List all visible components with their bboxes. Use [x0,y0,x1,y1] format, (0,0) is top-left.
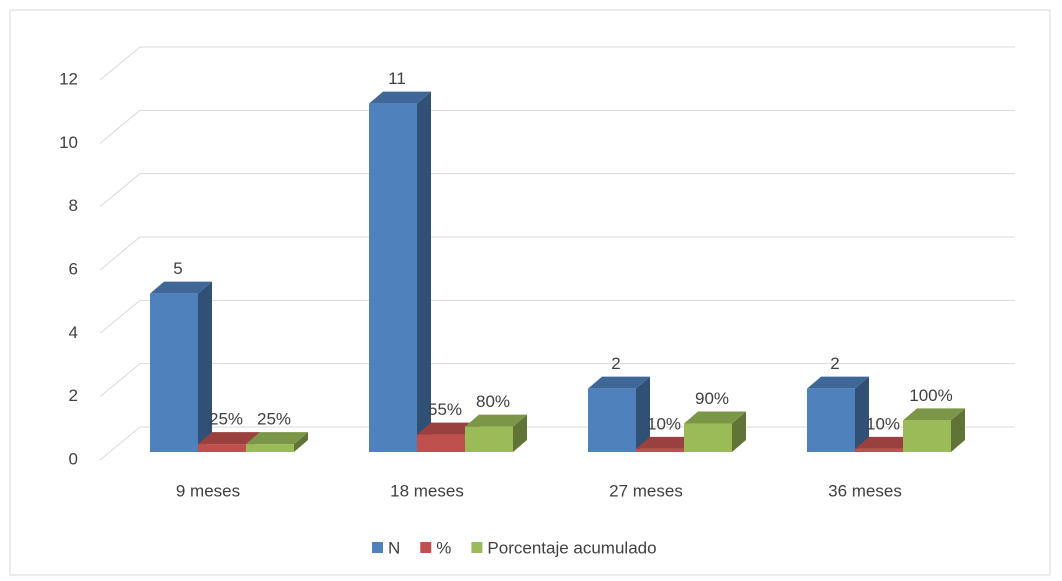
bar-top [246,432,308,445]
bar-side [636,376,650,452]
grid-line [99,173,1015,208]
bar-side [855,376,869,452]
y-tick-label: 0 [69,449,78,468]
bar-top [198,432,260,445]
bar-side [294,432,308,452]
bar-side [513,414,527,452]
bar [150,293,198,452]
y-tick-label: 8 [69,196,78,215]
bar-side [951,408,965,452]
bar-side [198,281,212,452]
bar-top [684,411,746,424]
grid-line [99,109,1015,144]
data-label: 90% [695,389,729,408]
legend-label: Porcentaje acumulado [487,538,656,557]
bar [855,448,903,452]
bar [465,426,513,452]
bar-side [417,91,431,453]
y-tick-label: 12 [59,69,78,88]
grid-line [99,363,1015,398]
data-label: 25% [209,410,243,429]
bar-top [588,376,650,389]
bar [588,388,636,452]
bar-top [903,408,965,421]
legend-swatch [372,542,383,553]
x-tick-label: 18 meses [390,481,464,500]
bar [417,434,465,452]
bar [369,103,417,453]
bar [198,444,246,452]
x-tick-label: 9 meses [176,481,240,500]
bar [684,423,732,452]
x-tick-label: 36 meses [828,481,902,500]
grid-line [99,236,1015,271]
bar [246,444,294,452]
x-tick-label: 27 meses [609,481,683,500]
y-tick-label: 4 [69,323,78,342]
y-tick-label: 6 [69,259,78,278]
data-label: 25% [257,410,291,429]
data-label: 5 [173,259,182,278]
bar-side [732,411,746,452]
bar [807,388,855,452]
bar-top [807,376,869,389]
bar-top [465,414,527,427]
data-label: 2 [830,354,839,373]
data-label: 100% [909,386,952,405]
data-label: 2 [611,354,620,373]
bar-top [417,422,479,435]
legend-swatch [420,542,432,553]
legend-label: N [388,538,400,557]
grid-line [99,299,1015,334]
data-label: 10% [866,414,900,433]
bar-top [855,436,917,449]
bar-top [636,436,698,449]
legend-label: % [436,538,451,557]
data-label: 55% [428,400,462,419]
data-label: 10% [647,414,681,433]
bar [636,448,684,452]
y-tick-label: 10 [59,133,78,152]
y-tick-label: 2 [69,386,78,405]
bar-top [369,91,431,104]
legend-swatch [471,542,483,553]
data-label: 80% [476,392,510,411]
data-label: 11 [388,69,406,88]
grid-line [99,46,1015,81]
bar [903,420,951,452]
bar-top [150,281,212,294]
